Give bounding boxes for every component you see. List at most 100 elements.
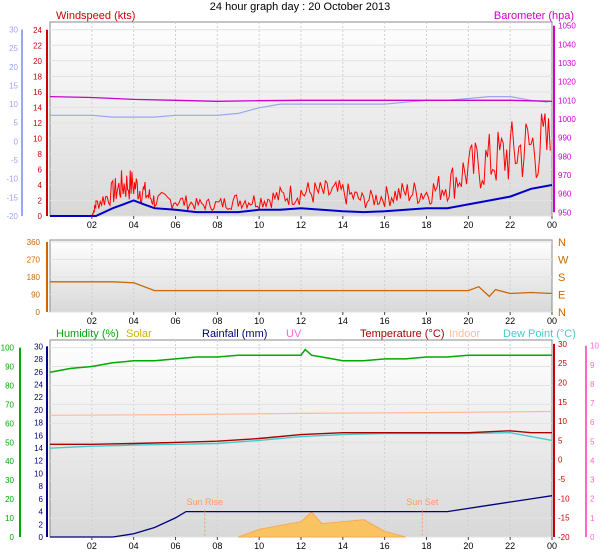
- direction-panel-tick-label: 22: [505, 316, 515, 326]
- barometer-tick-label: 950: [558, 208, 572, 217]
- humidity-tick-label: 60: [5, 419, 14, 428]
- uv-tick-label: 8: [590, 380, 595, 389]
- barometer-tick-label: 1020: [558, 78, 576, 87]
- direction-panel-tick-label: 06: [170, 316, 180, 326]
- direction-tick-label: 90: [31, 290, 40, 299]
- temperature-reference-line: [50, 95, 548, 118]
- wind-panel-tick-label: 02: [87, 220, 97, 230]
- windspeed-tick-label: 14: [33, 103, 42, 112]
- wind-panel-tick-label: 14: [338, 220, 348, 230]
- rainfall-tick-label: 10: [34, 469, 43, 478]
- windspeed-tick-label: 8: [38, 150, 43, 159]
- sun-marker-label-0: Sun Rise: [187, 497, 224, 507]
- humidity-panel-tick-label: 08: [212, 541, 222, 551]
- humidity-panel-tick-label: 20: [463, 541, 473, 551]
- wind-panel-tick-label: 06: [170, 220, 180, 230]
- windspeed-tick-label: 18: [33, 72, 42, 81]
- direction-panel-tick-label: 00: [547, 316, 557, 326]
- barometer-tick-label: 960: [558, 190, 572, 199]
- wind-panel-tick-label: 18: [421, 220, 431, 230]
- windspeed-tick-label: 20: [33, 57, 42, 66]
- humidity-tick-label: 10: [5, 514, 14, 523]
- rainfall-tick-label: 4: [39, 508, 44, 517]
- wind-gust-line: [50, 113, 551, 217]
- barometer-tick-label: 980: [558, 152, 572, 161]
- windspeed-tick-label: 4: [38, 181, 43, 190]
- wind-far-left-tick-label: 15: [9, 81, 18, 90]
- rainfall-tick-label: 24: [34, 380, 43, 389]
- barometer-axis-label: Barometer (hpa): [494, 10, 574, 22]
- humidity-tick-label: 30: [5, 476, 14, 485]
- legend-1: Solar: [126, 328, 152, 340]
- direction-panel-tick-label: 18: [421, 316, 431, 326]
- windspeed-tick-label: 16: [33, 88, 42, 97]
- temperature-tick-label: 0: [558, 456, 563, 465]
- wind-far-left-tick-label: 5: [14, 119, 19, 128]
- humidity-panel-tick-label: 18: [421, 541, 431, 551]
- temperature-tick-label: -10: [558, 494, 570, 503]
- windspeed-tick-label: 2: [38, 196, 43, 205]
- humidity-tick-label: 80: [5, 381, 14, 390]
- barometer-tick-label: 990: [558, 134, 572, 143]
- uv-tick-label: 4: [590, 456, 595, 465]
- rainfall-tick-label: 6: [39, 495, 44, 504]
- rainfall-tick-label: 8: [39, 482, 44, 491]
- temperature-tick-label: 25: [558, 359, 567, 368]
- windspeed-tick-label: 12: [33, 119, 42, 128]
- wind-far-left-tick-label: -10: [6, 175, 18, 184]
- rainfall-tick-label: 12: [34, 457, 43, 466]
- windspeed-tick-label: 6: [38, 165, 43, 174]
- direction-tick-label: 0: [36, 308, 41, 317]
- wind-panel-tick-label: 04: [129, 220, 139, 230]
- uv-tick-label: 2: [590, 495, 595, 504]
- wind-panel-tick-label: 10: [254, 220, 264, 230]
- windspeed-tick-label: 10: [33, 134, 42, 143]
- uv-tick-label: 0: [590, 533, 595, 542]
- indoor-line: [49, 410, 553, 416]
- uv-tick-label: 9: [590, 361, 595, 370]
- legend-2: Rainfall (mm): [202, 328, 267, 340]
- wind-panel-tick-label: 20: [463, 220, 473, 230]
- compass-label: E: [558, 289, 565, 301]
- wind-far-left-tick-label: 30: [9, 25, 18, 34]
- humidity-tick-label: 20: [5, 495, 14, 504]
- barometer-tick-label: 970: [558, 171, 572, 180]
- barometer-tick-label: 1040: [558, 40, 576, 49]
- uv-tick-label: 1: [590, 514, 595, 523]
- compass-label: N: [558, 307, 566, 319]
- humidity-tick-label: 90: [5, 363, 14, 372]
- sun-marker-label-1: Sun Set: [406, 497, 439, 507]
- wind-panel-tick-label: 08: [212, 220, 222, 230]
- rainfall-tick-label: 18: [34, 419, 43, 428]
- temperature-tick-label: -20: [558, 533, 570, 542]
- temperature-tick-label: 5: [558, 436, 563, 445]
- barometer-tick-label: 1010: [558, 96, 576, 105]
- direction-tick-label: 270: [27, 255, 41, 264]
- solar-area: [238, 511, 406, 538]
- rainfall-tick-label: 26: [34, 368, 43, 377]
- direction-panel-tick-label: 12: [296, 316, 306, 326]
- wind-far-left-tick-label: 0: [14, 137, 19, 146]
- humidity-panel-tick-label: 16: [380, 541, 390, 551]
- rainfall-line: [50, 495, 553, 538]
- barometer-tick-label: 1000: [558, 115, 576, 124]
- temperature-tick-label: 20: [558, 378, 567, 387]
- direction-panel-tick-label: 10: [254, 316, 264, 326]
- rainfall-tick-label: 28: [34, 355, 43, 364]
- humidity-tick-label: 100: [1, 344, 15, 353]
- uv-tick-label: 10: [590, 342, 599, 351]
- windspeed-tick-label: 24: [33, 26, 42, 35]
- direction-panel-tick-label: 14: [338, 316, 348, 326]
- uv-tick-label: 3: [590, 476, 595, 485]
- direction-tick-label: 180: [27, 273, 41, 282]
- wind-direction-line: [50, 281, 553, 298]
- direction-tick-label: 360: [27, 238, 41, 247]
- dew-point-line: [49, 431, 553, 449]
- legend-6: Dew Point (°C): [503, 328, 576, 340]
- compass-label: N: [558, 237, 566, 249]
- temperature-line: [50, 430, 552, 445]
- windspeed-axis-label: Windspeed (kts): [56, 10, 135, 22]
- wind-far-left-tick-label: 10: [9, 100, 18, 109]
- chart-title: 24 hour graph day : 20 October 2013: [210, 1, 390, 13]
